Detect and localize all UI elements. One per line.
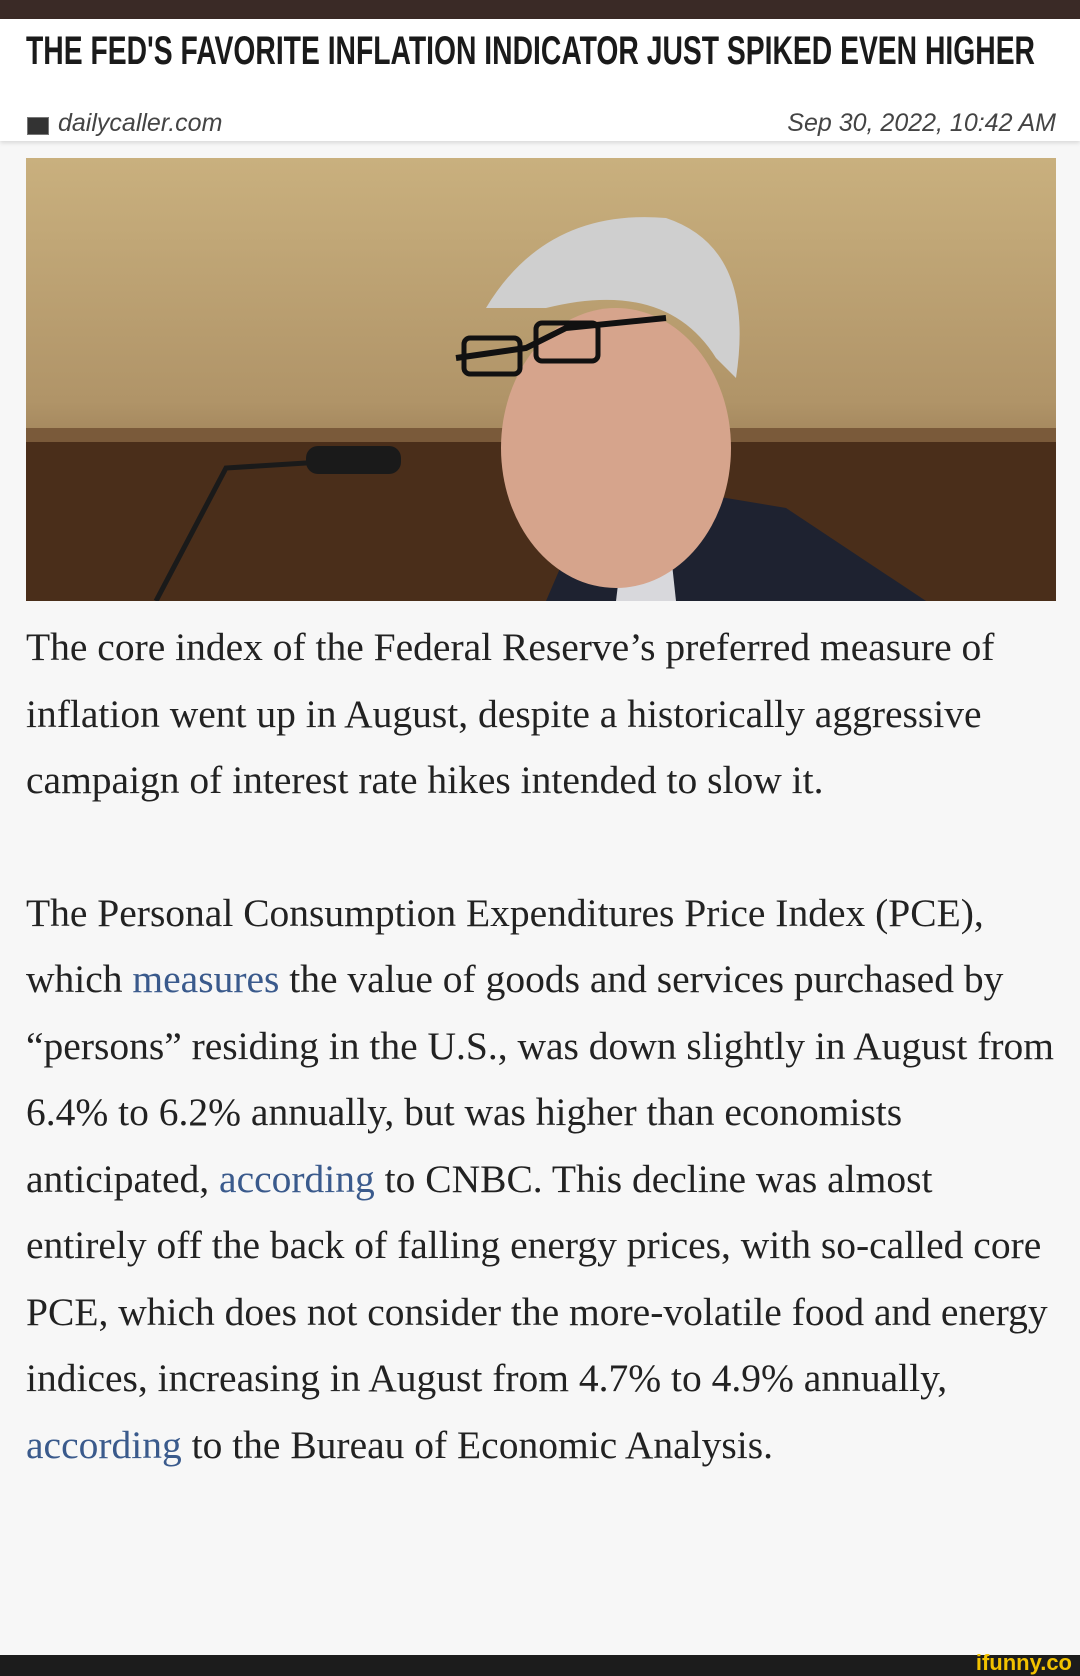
text: The core index of the Federal Reserve’s …	[26, 625, 995, 802]
headline: THE FED'S FAVORITE INFLATION INDICATOR J…	[26, 29, 1035, 73]
link[interactable]: according	[219, 1156, 375, 1201]
watermark: ifunny.co	[975, 1650, 1072, 1675]
text: to the Bureau of Economic Analysis.	[181, 1422, 774, 1467]
source-icon	[27, 117, 49, 135]
text: to CNBC. This decline was almost entirel…	[26, 1156, 1048, 1401]
text: The Personal Consumption Expenditures Pr…	[26, 890, 984, 1002]
source[interactable]: dailycaller.com	[58, 109, 223, 137]
date: Sep 30, 2022, 10:42 AM	[787, 109, 1056, 137]
top-bar	[0, 0, 1080, 19]
link[interactable]: measures	[132, 957, 280, 1001]
bottom-bar	[0, 1655, 1080, 1676]
paragraph: The core index of the Federal Reserve’s …	[26, 614, 1062, 814]
text: the value of goods and services purchase…	[26, 957, 1055, 1201]
article: The core index of the Federal Reserve’s …	[26, 614, 1062, 1544]
paragraph: The Personal Consumption Expenditures Pr…	[26, 880, 1062, 1479]
photo	[26, 158, 1056, 601]
link[interactable]: according	[26, 1422, 182, 1467]
title-svg: THE FED'S FAVORITE INFLATION INDICATOR J…	[26, 29, 1035, 73]
header: THE FED'S FAVORITE INFLATION INDICATOR J…	[0, 19, 1080, 141]
